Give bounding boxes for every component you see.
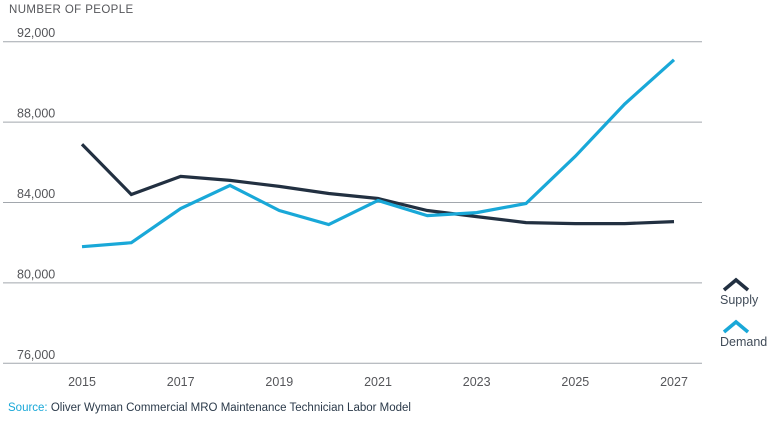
- x-tick-label: 2027: [660, 375, 688, 389]
- y-axis-labels: 92,000 88,000 84,000 80,000 76,000: [17, 26, 55, 362]
- y-tick-label: 84,000: [17, 187, 55, 201]
- x-tick-label: 2019: [265, 375, 293, 389]
- supply-chevron-icon: [722, 277, 750, 292]
- source-prefix: Source:: [8, 402, 48, 414]
- supply-chevron-stroke: [722, 277, 750, 292]
- x-tick-label: 2023: [463, 375, 491, 389]
- demand-line: [81, 58, 676, 249]
- source-line: Source: Oliver Wyman Commercial MRO Main…: [8, 402, 411, 414]
- legend-label-supply: Supply: [720, 293, 759, 307]
- legend: Supply Demand: [720, 277, 767, 361]
- series-lines: [80, 58, 676, 249]
- legend-item-supply: Supply: [720, 277, 767, 307]
- y-tick-label: 92,000: [17, 26, 55, 40]
- x-tick-label: 2021: [364, 375, 392, 389]
- x-tick-label: 2015: [68, 375, 96, 389]
- y-tick-label: 88,000: [17, 107, 55, 121]
- supply-line: [80, 143, 675, 226]
- x-tick-label: 2025: [561, 375, 589, 389]
- chart-title: NUMBER OF PEOPLE: [9, 4, 134, 16]
- legend-label-demand: Demand: [720, 335, 768, 349]
- demand-chevron-stroke: [722, 319, 750, 334]
- demand-chevron-icon: [722, 319, 750, 334]
- y-tick-label: 76,000: [17, 348, 55, 362]
- y-tick-label: 80,000: [17, 267, 55, 281]
- gridlines: [3, 41, 702, 364]
- x-tick-label: 2017: [167, 375, 195, 389]
- x-axis-labels: 2015 2017 2019 2021 2023 2025 2027: [68, 375, 688, 389]
- source-text: Oliver Wyman Commercial MRO Maintenance …: [47, 402, 411, 414]
- legend-item-demand: Demand: [720, 319, 767, 349]
